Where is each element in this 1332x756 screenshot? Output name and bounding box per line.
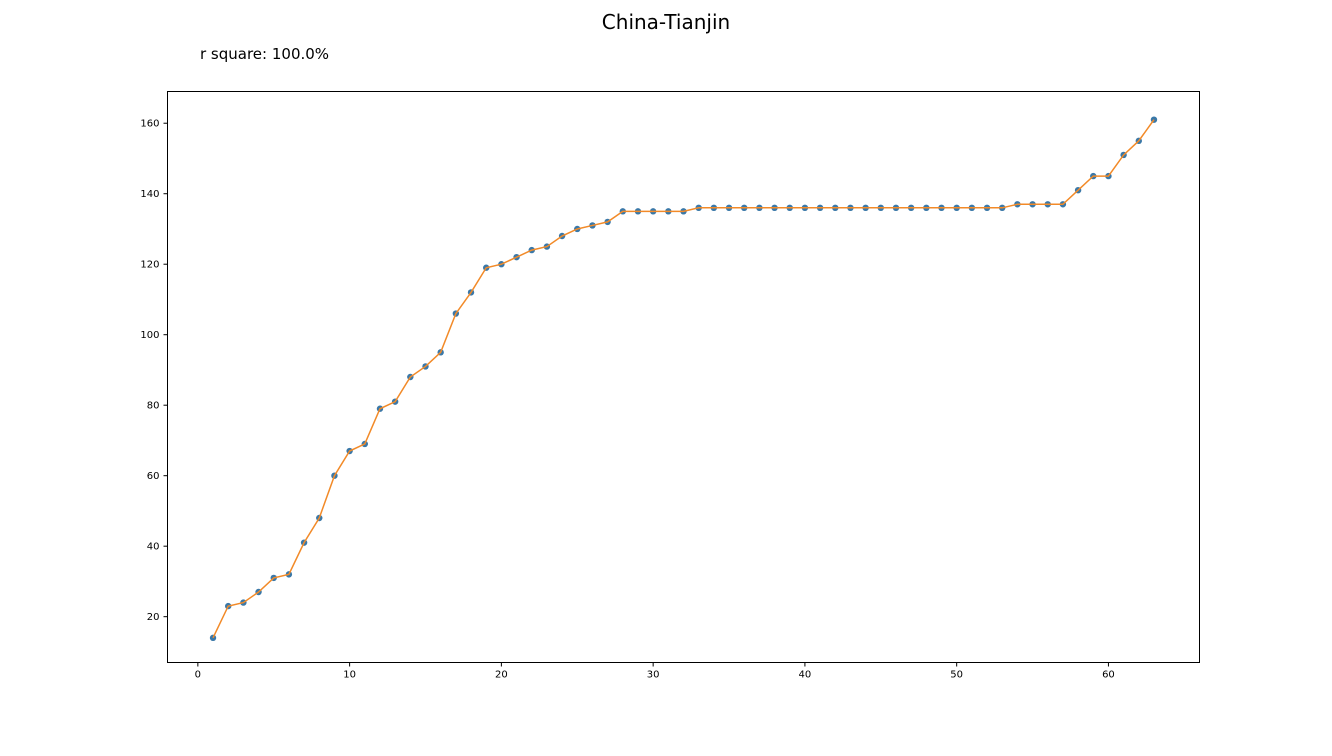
y-tick-label: 80 (147, 401, 160, 412)
x-tick-label: 10 (343, 670, 356, 681)
x-tick-label: 0 (195, 670, 201, 681)
y-tick-label: 20 (147, 612, 160, 623)
y-tick-label: 140 (140, 189, 159, 200)
y-tick-label: 40 (147, 542, 160, 553)
x-tick-label: 20 (495, 670, 508, 681)
y-tick-label: 160 (140, 119, 159, 130)
axes-frame (167, 91, 1200, 663)
chart-title: China-Tianjin (601, 10, 731, 34)
y-tick-label: 60 (147, 471, 160, 482)
series-line (212, 119, 1155, 639)
x-tick-label: 60 (1102, 670, 1115, 681)
series-group (209, 116, 1158, 642)
y-tick-label: 100 (140, 330, 159, 341)
x-tick-label: 30 (647, 670, 660, 681)
x-tick-label: 50 (950, 670, 963, 681)
axis-ticks: 0 10 20 30 40 50 60 20 40 60 80 100 120 140 160 (140, 119, 1114, 681)
x-tick-label: 40 (799, 670, 812, 681)
y-tick-label: 120 (140, 260, 159, 271)
r-square-label: r square: 100.0% (200, 45, 330, 63)
